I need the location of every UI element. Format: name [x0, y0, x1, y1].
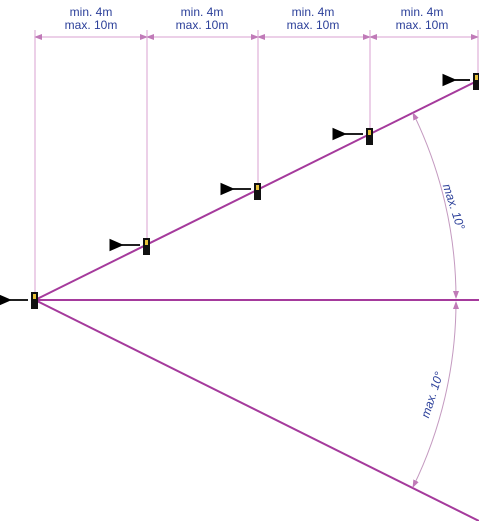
- angle-label: max. 10°: [440, 182, 468, 232]
- min-label: min. 4m: [401, 5, 444, 19]
- min-label: min. 4m: [181, 5, 224, 19]
- beam-lines: [34, 79, 479, 521]
- angle-label: max. 10°: [418, 370, 446, 420]
- dimension-lines: [34, 30, 479, 300]
- devices: [0, 73, 479, 309]
- spacing-labels: min. 4m max. 10m min. 4m max. 10m min. 4…: [65, 5, 449, 32]
- device: [109, 238, 150, 255]
- max-label: max. 10m: [396, 18, 449, 32]
- device: [0, 292, 38, 309]
- max-label: max. 10m: [287, 18, 340, 32]
- device: [442, 73, 479, 90]
- min-label: min. 4m: [70, 5, 113, 19]
- max-label: max. 10m: [176, 18, 229, 32]
- min-label: min. 4m: [292, 5, 335, 19]
- device: [332, 127, 373, 145]
- device: [220, 182, 261, 200]
- max-label: max. 10m: [65, 18, 118, 32]
